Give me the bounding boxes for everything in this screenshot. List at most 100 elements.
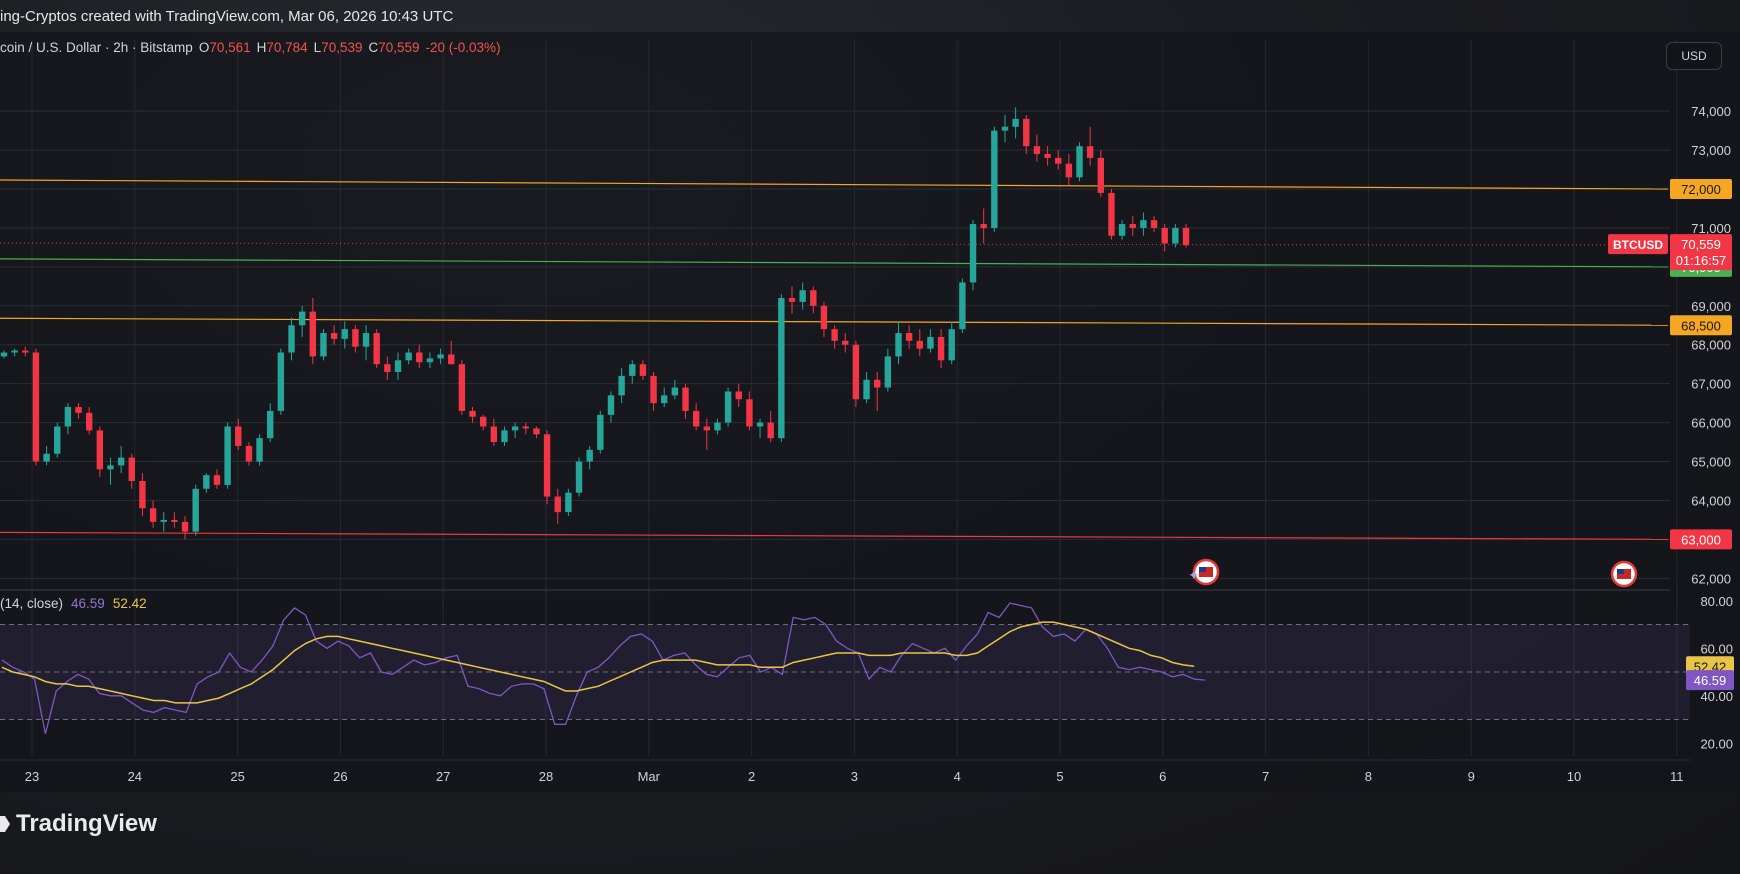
time-tick-label: 6 bbox=[1159, 769, 1166, 784]
time-tick-label: 28 bbox=[539, 769, 553, 784]
ohlc-open: O70,561 bbox=[198, 40, 251, 55]
ohlc-close: C70,559 bbox=[368, 40, 420, 55]
candle-body bbox=[458, 364, 466, 411]
level-tag-label: 68,500 bbox=[1681, 318, 1721, 333]
price-tick-label: 65,000 bbox=[1691, 455, 1731, 470]
candle-body bbox=[565, 492, 572, 513]
candle-body bbox=[905, 333, 913, 341]
candle-body bbox=[778, 298, 785, 439]
candle-body bbox=[139, 480, 146, 509]
candle-body bbox=[96, 430, 104, 470]
candle-body bbox=[394, 360, 402, 372]
candle-body bbox=[43, 453, 50, 462]
candle-body bbox=[75, 407, 82, 413]
price-tick-label: 71,000 bbox=[1691, 221, 1731, 236]
candle-body bbox=[724, 391, 732, 423]
candle-body bbox=[629, 364, 636, 376]
candle-body bbox=[661, 395, 668, 404]
candle-body bbox=[1161, 227, 1168, 244]
candle-body bbox=[927, 336, 934, 349]
time-tick-label: 5 bbox=[1056, 769, 1063, 784]
rsi-tag-bg bbox=[1686, 670, 1734, 691]
rsi-tick-label: 40.00 bbox=[1700, 689, 1733, 704]
candle-body bbox=[810, 290, 817, 306]
candle-body bbox=[1140, 220, 1147, 228]
candle-body bbox=[277, 352, 285, 411]
currency-button[interactable]: USD bbox=[1666, 42, 1722, 70]
symbol-name: coin / U.S. Dollar · 2h · Bitstamp bbox=[0, 40, 193, 55]
candle-body bbox=[618, 375, 625, 396]
candle-body bbox=[1076, 146, 1083, 178]
rsi-ma-line bbox=[1, 621, 1195, 704]
candle-body bbox=[288, 325, 295, 353]
candle-body bbox=[1129, 224, 1136, 228]
candle-body bbox=[831, 329, 838, 341]
candle-body bbox=[554, 496, 561, 513]
price-tick-label: 68,000 bbox=[1691, 338, 1731, 353]
candle-body bbox=[11, 350, 18, 353]
price-tag-countdown: 01:16:57 bbox=[1676, 253, 1727, 268]
candle-body bbox=[160, 519, 167, 522]
price-tick-label: 66,000 bbox=[1691, 416, 1731, 431]
candle-body bbox=[448, 354, 455, 365]
candle-body bbox=[980, 224, 987, 228]
candle-body bbox=[543, 434, 551, 497]
time-tick-label: 24 bbox=[128, 769, 142, 784]
candle-body bbox=[884, 356, 892, 388]
candle-body bbox=[1108, 192, 1115, 236]
rsi-tick-label: 20.00 bbox=[1700, 736, 1733, 751]
candle-body bbox=[533, 428, 540, 435]
candle-body bbox=[203, 475, 210, 489]
candle-body bbox=[352, 329, 359, 347]
level-tag-label: 63,000 bbox=[1681, 532, 1721, 547]
candle-body bbox=[842, 340, 849, 345]
candle-body bbox=[426, 358, 434, 363]
price-tick-label: 67,000 bbox=[1691, 377, 1731, 392]
candle-body bbox=[937, 336, 945, 361]
rsi-line bbox=[1, 602, 1206, 734]
brand-text: TradingView bbox=[16, 810, 157, 837]
chart-panel bbox=[0, 32, 1740, 792]
last-price-line bbox=[0, 242, 1606, 246]
us-flag-canton bbox=[1617, 569, 1624, 574]
candle-body bbox=[192, 488, 199, 532]
candle-body bbox=[916, 340, 923, 349]
candle-body bbox=[948, 329, 955, 361]
time-tick-label: 2 bbox=[748, 769, 755, 784]
time-tick-label: 3 bbox=[851, 769, 858, 784]
level-line-63000 bbox=[0, 531, 1669, 540]
candle-body bbox=[1097, 157, 1105, 193]
candle-body bbox=[309, 311, 317, 357]
symbol-legend: coin / U.S. Dollar · 2h · Bitstamp O70,5… bbox=[0, 40, 501, 60]
candle-body bbox=[384, 364, 391, 372]
candle-body bbox=[181, 521, 189, 532]
attribution-text: ing-Cryptos created with TradingView.com… bbox=[0, 7, 454, 25]
candle-body bbox=[256, 438, 263, 462]
attribution-bar: ing-Cryptos created with TradingView.com… bbox=[0, 0, 1740, 32]
time-tick-label: 11 bbox=[1670, 769, 1684, 784]
candle-body bbox=[767, 422, 774, 439]
sparkle-icon: ✦ bbox=[1188, 568, 1200, 584]
rsi-label: (14, close) bbox=[0, 596, 64, 611]
candle-body bbox=[1012, 118, 1019, 127]
time-tick-label: 4 bbox=[954, 769, 961, 784]
candle-body bbox=[479, 416, 487, 427]
candle-body bbox=[405, 352, 412, 361]
candle-body bbox=[969, 224, 977, 283]
time-tick-label: 9 bbox=[1468, 769, 1475, 784]
candle-body bbox=[714, 422, 721, 431]
time-tick-label: 10 bbox=[1567, 769, 1581, 784]
time-tick-label: 23 bbox=[25, 769, 39, 784]
rsi-tick-label: 80.00 bbox=[1700, 594, 1733, 609]
ohlc-change: -20 (-0.03%) bbox=[425, 40, 501, 55]
time-tick-label: Mar bbox=[638, 769, 661, 784]
candle-body bbox=[107, 465, 114, 470]
symbol-tag-bg bbox=[1608, 234, 1668, 255]
price-tick-label: 73,000 bbox=[1691, 143, 1731, 158]
candle-body bbox=[639, 364, 647, 376]
price-tick-label: 62,000 bbox=[1691, 571, 1731, 586]
candle-body bbox=[735, 391, 742, 400]
candle-body bbox=[320, 333, 327, 357]
candle-body bbox=[607, 395, 615, 415]
